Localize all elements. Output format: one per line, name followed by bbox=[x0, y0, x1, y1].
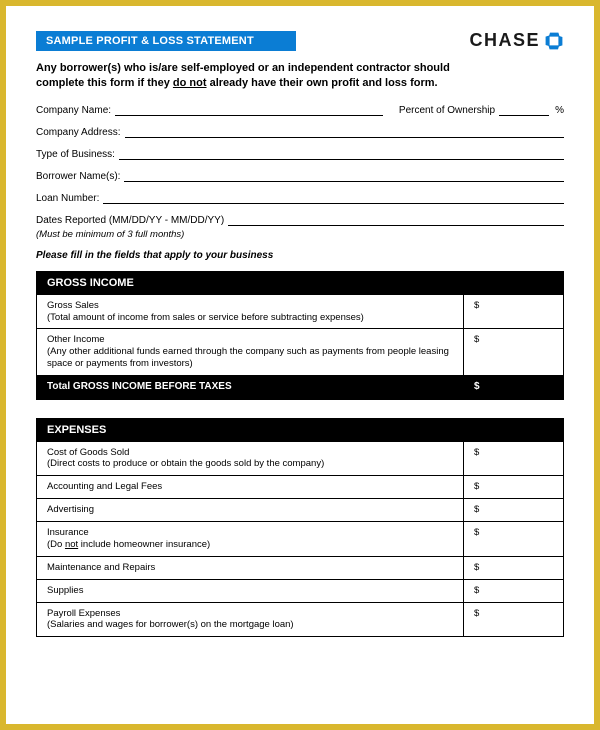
field-loan-number: Loan Number: bbox=[36, 193, 564, 204]
intro-text: Any borrower(s) who is/are self-employed… bbox=[36, 61, 564, 91]
table-row: Supplies $ bbox=[37, 579, 564, 602]
row-amount[interactable]: $ bbox=[464, 294, 564, 329]
dates-note: (Must be minimum of 3 full months) bbox=[36, 229, 564, 240]
row-label: Accounting and Legal Fees bbox=[37, 476, 464, 499]
field-company-name: Company Name: Percent of Ownership % bbox=[36, 105, 564, 116]
row-label: Other Income (Any other additional funds… bbox=[37, 329, 464, 376]
row-main: Insurance bbox=[47, 527, 89, 538]
blank-borrower-names[interactable] bbox=[124, 172, 564, 182]
row-amount[interactable]: $ bbox=[464, 602, 564, 637]
form-title-bar: SAMPLE PROFIT & LOSS STATEMENT bbox=[36, 31, 296, 51]
row-label: Payroll Expenses (Salaries and wages for… bbox=[37, 602, 464, 637]
chase-logo-icon bbox=[544, 31, 564, 51]
field-dates-reported: Dates Reported (MM/DD/YY - MM/DD/YY) bbox=[36, 215, 564, 226]
blank-percent-ownership[interactable] bbox=[499, 106, 549, 116]
instruction-text: Please fill in the fields that apply to … bbox=[36, 250, 564, 261]
blank-dates-reported[interactable] bbox=[228, 216, 564, 226]
label-company-address: Company Address: bbox=[36, 127, 121, 138]
blank-type-business[interactable] bbox=[119, 150, 564, 160]
brand-text: CHASE bbox=[469, 30, 540, 51]
total-amount: $ bbox=[464, 376, 564, 400]
intro-underline: do not bbox=[173, 77, 207, 89]
row-main: Advertising bbox=[47, 504, 94, 515]
table-row: Gross Sales (Total amount of income from… bbox=[37, 294, 564, 329]
row-label: Advertising bbox=[37, 499, 464, 522]
row-amount[interactable]: $ bbox=[464, 579, 564, 602]
table-row: Payroll Expenses (Salaries and wages for… bbox=[37, 602, 564, 637]
row-label: Gross Sales (Total amount of income from… bbox=[37, 294, 464, 329]
row-amount[interactable]: $ bbox=[464, 329, 564, 376]
row-amount[interactable]: $ bbox=[464, 476, 564, 499]
row-label: Maintenance and Repairs bbox=[37, 556, 464, 579]
row-main: Payroll Expenses bbox=[47, 608, 120, 619]
label-borrower-names: Borrower Name(s): bbox=[36, 171, 120, 182]
table-row: Other Income (Any other additional funds… bbox=[37, 329, 564, 376]
row-main: Maintenance and Repairs bbox=[47, 562, 155, 573]
row-main: Cost of Goods Sold bbox=[47, 447, 129, 458]
label-percent-ownership: Percent of Ownership bbox=[399, 105, 495, 116]
table-row: Accounting and Legal Fees $ bbox=[37, 476, 564, 499]
blank-loan-number[interactable] bbox=[103, 194, 564, 204]
expenses-header: EXPENSES bbox=[37, 418, 564, 441]
row-main: Gross Sales bbox=[47, 300, 99, 311]
row-sub: (Any other additional funds earned throu… bbox=[47, 346, 453, 370]
row-amount[interactable]: $ bbox=[464, 556, 564, 579]
row-sub: (Direct costs to produce or obtain the g… bbox=[47, 458, 453, 470]
row-label: Cost of Goods Sold (Direct costs to prod… bbox=[37, 441, 464, 476]
intro-line1: Any borrower(s) who is/are self-employed… bbox=[36, 62, 450, 74]
row-sub: (Total amount of income from sales or se… bbox=[47, 312, 453, 324]
expenses-table: EXPENSES Cost of Goods Sold (Direct cost… bbox=[36, 418, 564, 638]
row-main: Other Income bbox=[47, 334, 105, 345]
row-main: Accounting and Legal Fees bbox=[47, 481, 162, 492]
sub-pre: (Do bbox=[47, 539, 65, 550]
row-sub: (Salaries and wages for borrower(s) on t… bbox=[47, 619, 453, 631]
table-row: Advertising $ bbox=[37, 499, 564, 522]
field-type-business: Type of Business: bbox=[36, 149, 564, 160]
row-label: Insurance (Do not include homeowner insu… bbox=[37, 522, 464, 557]
row-amount[interactable]: $ bbox=[464, 441, 564, 476]
gross-income-table: GROSS INCOME Gross Sales (Total amount o… bbox=[36, 271, 564, 400]
row-amount[interactable]: $ bbox=[464, 522, 564, 557]
gross-income-total-row: Total GROSS INCOME BEFORE TAXES $ bbox=[37, 376, 564, 400]
total-label: Total GROSS INCOME BEFORE TAXES bbox=[37, 376, 464, 400]
intro-line2c: already have their own profit and loss f… bbox=[207, 77, 438, 89]
sub-post: include homeowner insurance) bbox=[78, 539, 210, 550]
percent-symbol: % bbox=[555, 105, 564, 116]
blank-company-name[interactable] bbox=[115, 106, 383, 116]
table-row: Maintenance and Repairs $ bbox=[37, 556, 564, 579]
brand: CHASE bbox=[469, 30, 564, 51]
sub-underline: not bbox=[65, 539, 78, 550]
table-row: Cost of Goods Sold (Direct costs to prod… bbox=[37, 441, 564, 476]
label-type-business: Type of Business: bbox=[36, 149, 115, 160]
intro-line2a: complete this form if they bbox=[36, 77, 173, 89]
row-amount[interactable]: $ bbox=[464, 499, 564, 522]
field-borrower-names: Borrower Name(s): bbox=[36, 171, 564, 182]
row-label: Supplies bbox=[37, 579, 464, 602]
field-company-address: Company Address: bbox=[36, 127, 564, 138]
blank-company-address[interactable] bbox=[125, 128, 565, 138]
document-frame: SAMPLE PROFIT & LOSS STATEMENT CHASE Any… bbox=[0, 0, 600, 730]
header-row: SAMPLE PROFIT & LOSS STATEMENT CHASE bbox=[36, 30, 564, 51]
label-dates-reported: Dates Reported (MM/DD/YY - MM/DD/YY) bbox=[36, 215, 224, 226]
table-row: Insurance (Do not include homeowner insu… bbox=[37, 522, 564, 557]
gross-income-header: GROSS INCOME bbox=[37, 271, 564, 294]
row-sub: (Do not include homeowner insurance) bbox=[47, 539, 453, 551]
label-loan-number: Loan Number: bbox=[36, 193, 99, 204]
label-company-name: Company Name: bbox=[36, 105, 111, 116]
row-main: Supplies bbox=[47, 585, 83, 596]
